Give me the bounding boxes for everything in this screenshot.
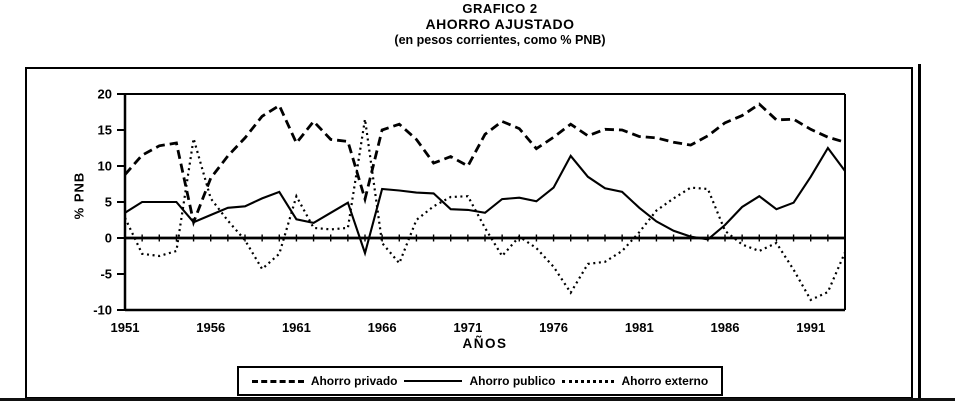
- x-tick-label: 1971: [453, 320, 482, 335]
- series-line-ahorro-publico: [124, 146, 846, 257]
- page-right-edge-line: [918, 64, 921, 398]
- x-tick-label: 1961: [282, 320, 311, 335]
- x-tick-label: 1956: [196, 320, 225, 335]
- chart-title-block: GRAFICO 2 AHORRO AJUSTADO (en pesos corr…: [0, 1, 955, 48]
- dotted-line-sample-icon: [562, 379, 615, 383]
- legend-label-ahorro-publico: Ahorro publico: [469, 374, 556, 388]
- y-tick-label: 10: [98, 159, 112, 174]
- x-tick-label: 1986: [711, 320, 740, 335]
- dashed-line-sample-icon: [251, 379, 304, 383]
- x-tick-label: 1976: [539, 320, 568, 335]
- y-tick-label: 0: [105, 231, 112, 246]
- x-tick-label: 1991: [796, 320, 825, 335]
- y-tick-label: -5: [100, 267, 112, 282]
- y-tick-label: 20: [98, 87, 112, 102]
- legend-label-ahorro-externo: Ahorro externo: [621, 374, 709, 388]
- x-tick-label: 1981: [625, 320, 654, 335]
- solid-line-sample-icon: [404, 380, 463, 382]
- y-tick-label: -10: [93, 303, 112, 318]
- y-tick-label: 5: [105, 195, 112, 210]
- series-line-ahorro-externo: [124, 119, 847, 302]
- x-axis-title: AÑOS: [462, 336, 508, 351]
- chart-units-note: (en pesos corrientes, como % PNB): [394, 32, 606, 47]
- series-line-ahorro-privado: [123, 102, 846, 228]
- y-tick-label: 15: [98, 123, 112, 138]
- y-axis-title: % PNB: [71, 171, 87, 220]
- chart-title: GRAFICO 2: [462, 1, 538, 16]
- legend: Ahorro privado Ahorro publico Ahorro ext…: [237, 366, 723, 396]
- x-tick-label: 1966: [368, 320, 397, 335]
- page-bottom-edge-line: [0, 398, 955, 401]
- chart-subtitle: AHORRO AJUSTADO: [425, 16, 575, 33]
- legend-label-ahorro-privado: Ahorro privado: [310, 374, 398, 388]
- x-tick-label: 1951: [111, 320, 140, 335]
